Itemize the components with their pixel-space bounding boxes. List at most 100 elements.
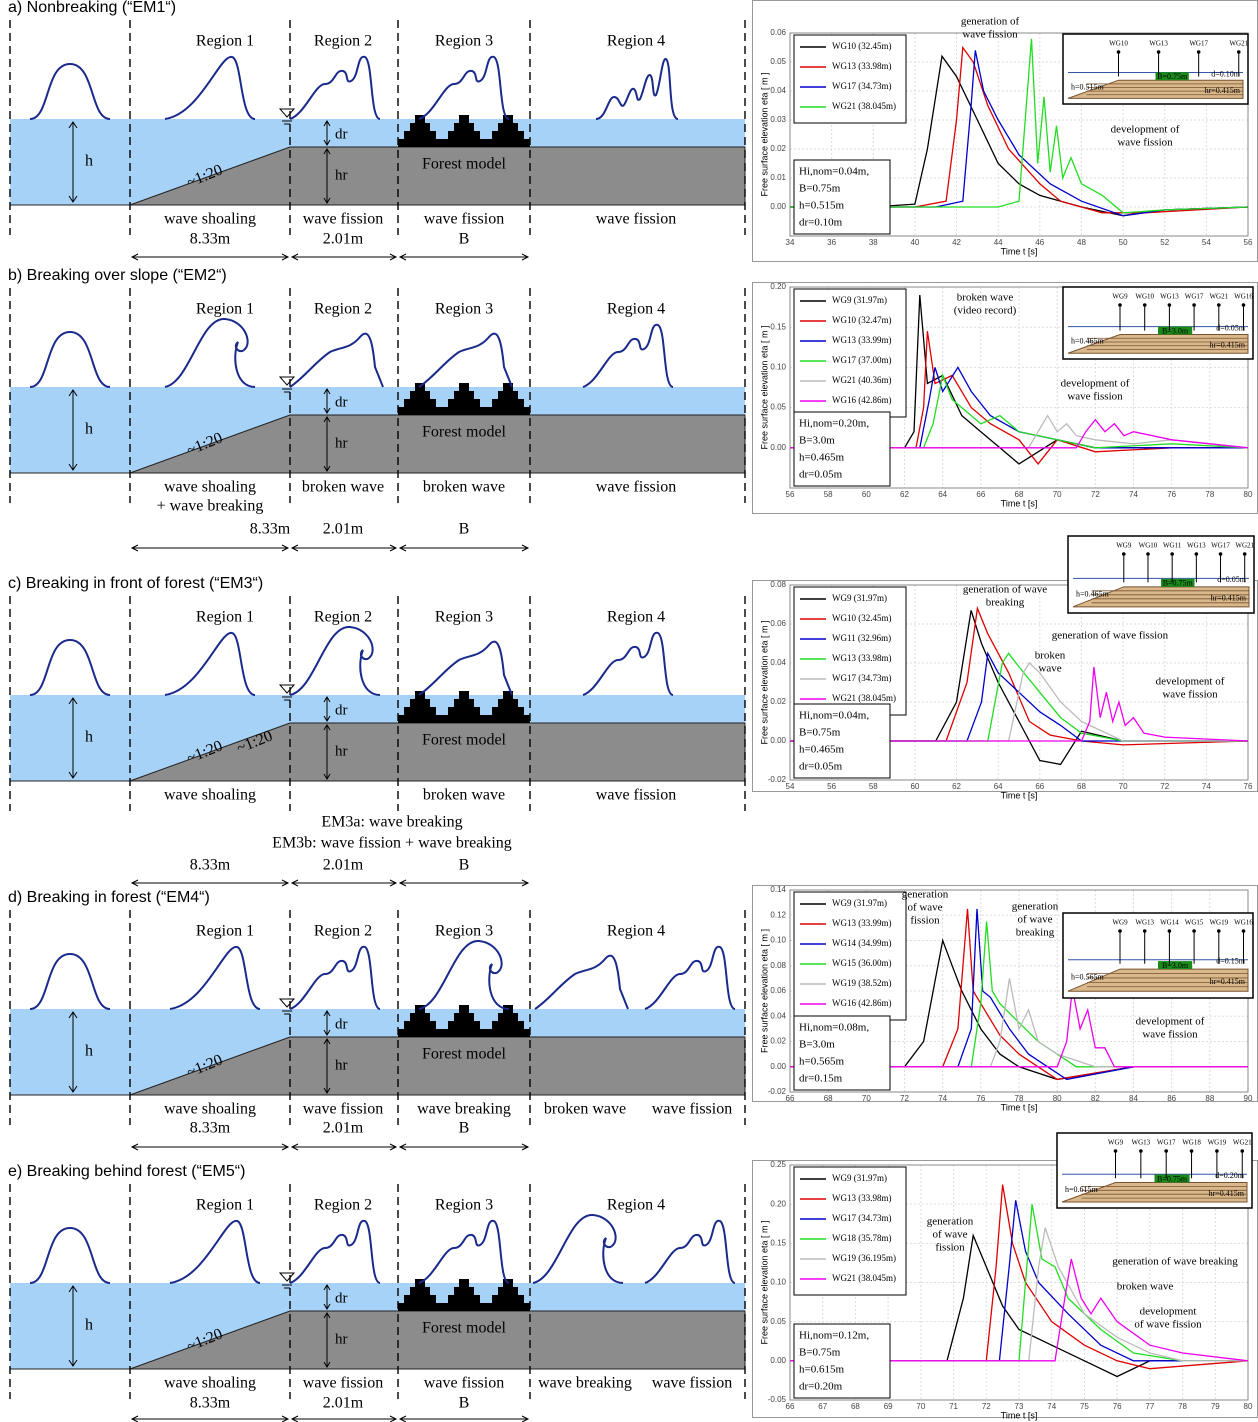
- inset-bed: [1067, 79, 1244, 99]
- x-axis-label: Time t [s]: [1001, 790, 1038, 800]
- parameter: h=0.565m: [799, 1056, 844, 1068]
- annotation: of wave fission: [1134, 1319, 1202, 1331]
- inset-forest: [1158, 961, 1193, 970]
- y-tick-label: 0.00: [770, 1062, 786, 1071]
- wave-profile: [418, 332, 513, 388]
- region-label: Region 3: [435, 923, 493, 940]
- legend-box: [793, 891, 907, 1021]
- inset-gauge-head: [1241, 929, 1246, 933]
- y-tick-label: 0.00: [770, 443, 786, 452]
- inset-gauge-head: [1167, 303, 1172, 307]
- inset-label: d=0.15m: [1216, 957, 1246, 966]
- dimension-label: 2.01m: [323, 1120, 364, 1137]
- series-line: [790, 414, 1249, 449]
- region-process: wave fission: [652, 1375, 732, 1392]
- legend-label: WG19 (36.195m): [832, 1253, 896, 1263]
- inset-gauge-head: [1192, 929, 1196, 933]
- forest-label: Forest model: [422, 424, 507, 441]
- y-tick-label: 0.05: [770, 57, 786, 66]
- y-tick-label: 0.02: [770, 1037, 786, 1046]
- x-tick-label: 48: [1077, 238, 1086, 247]
- water-level-symbol: [278, 376, 296, 393]
- parameter: B=3.0m: [799, 435, 835, 447]
- parameter: h=0.615m: [799, 1364, 844, 1376]
- inset-forest: [1155, 72, 1189, 81]
- dimension-label: B: [459, 231, 470, 248]
- region-label: Region 3: [435, 609, 493, 626]
- annotation: development of: [1061, 378, 1130, 390]
- x-tick-label: 52: [1160, 238, 1169, 247]
- region-label: Region 2: [314, 301, 372, 318]
- y-tick-label: 0.15: [770, 1238, 786, 1247]
- y-tick-label: -0.02: [768, 775, 787, 784]
- x-tick-label: 76: [1244, 782, 1253, 791]
- dimension-label: B: [459, 857, 470, 874]
- region-process: wave shoaling: [164, 479, 256, 496]
- wave-profile: [164, 317, 256, 388]
- x-tick-label: 73: [1015, 1402, 1024, 1411]
- forest-base: [398, 407, 530, 415]
- series-line: [790, 50, 1249, 217]
- inset-gauge-head: [1189, 1149, 1194, 1153]
- inset-gauge-head: [1164, 1149, 1168, 1153]
- region-label: Region 4: [607, 923, 665, 940]
- parameter: Hi,nom=0.04m,: [799, 710, 869, 722]
- inset-label: d=0.05m: [1216, 323, 1246, 332]
- annotation: broken wave: [1117, 1281, 1174, 1293]
- annotation: wave fission: [1067, 391, 1123, 403]
- dimension-label: 2.01m: [323, 231, 364, 248]
- series-line: [790, 1204, 1248, 1362]
- dimension-arrow: [130, 253, 290, 261]
- legend-label: WG13 (33.99m): [832, 918, 892, 928]
- h-arrow: [68, 1285, 78, 1367]
- legend-label: WG21 (38.045m): [832, 693, 896, 703]
- x-tick-label: 62: [952, 782, 961, 791]
- x-tick-label: 72: [982, 1402, 991, 1411]
- parameter-box: [793, 411, 891, 487]
- dimension-label: 8.33m: [190, 857, 231, 874]
- region-process: wave fission: [303, 1375, 383, 1392]
- dimension-arrow: [290, 1143, 398, 1151]
- inset-gauge-head: [1156, 50, 1161, 54]
- inset-forest: [1158, 326, 1193, 335]
- legend-label: WG17 (34.73m): [832, 1213, 892, 1223]
- inset-gauge-label: WG16: [1234, 919, 1253, 927]
- x-tick-label: 68: [1077, 782, 1086, 791]
- inset-gauge-label: WG14: [1160, 919, 1179, 927]
- annotation: of wave: [932, 1229, 967, 1241]
- wave-profile: [532, 1213, 624, 1284]
- inset-label: B=0.75m: [1157, 72, 1188, 81]
- y-tick-label: 0.02: [770, 144, 786, 153]
- inset-gauge-head: [1215, 1149, 1219, 1153]
- x-tick-label: 78: [1015, 1094, 1024, 1103]
- region-label: Region 1: [196, 609, 254, 626]
- region-label: Region 3: [435, 1197, 493, 1214]
- y-tick-label: 0.06: [770, 619, 786, 628]
- x-tick-label: 50: [1119, 238, 1128, 247]
- region-process: wave fission: [424, 1375, 504, 1392]
- parameter: Hi,nom=0.08m,: [799, 1022, 869, 1034]
- dr-label: dr: [335, 1016, 348, 1032]
- dimension-label: 2.01m: [323, 1395, 364, 1412]
- annotation: breaking: [1016, 927, 1055, 939]
- region-process: broken wave: [302, 479, 384, 496]
- annotation: fission: [910, 915, 940, 927]
- forest-base: [398, 715, 530, 723]
- region-label: Region 4: [607, 301, 665, 318]
- inset-gauge-head: [1236, 50, 1241, 54]
- legend-label: WG11 (32.96m): [832, 633, 891, 643]
- legend-label: WG16 (42.86m): [832, 395, 892, 405]
- wave-profile: [289, 55, 381, 120]
- parameter: Hi,nom=0.12m,: [799, 1330, 869, 1342]
- legend-label: WG17 (34.73m): [832, 81, 892, 91]
- x-tick-label: 74: [1202, 782, 1211, 791]
- annotation: wave fission: [1162, 689, 1218, 701]
- y-tick-label: 0.03: [770, 115, 786, 124]
- wave-profile: [418, 939, 510, 1010]
- region-process: broken wave: [423, 479, 505, 496]
- annotation: breaking: [986, 597, 1025, 609]
- region-label: Region 4: [607, 33, 665, 50]
- legend-box: [793, 1166, 907, 1296]
- annotation: generation: [1012, 901, 1059, 913]
- inset-label: hr=0.415m: [1205, 86, 1241, 95]
